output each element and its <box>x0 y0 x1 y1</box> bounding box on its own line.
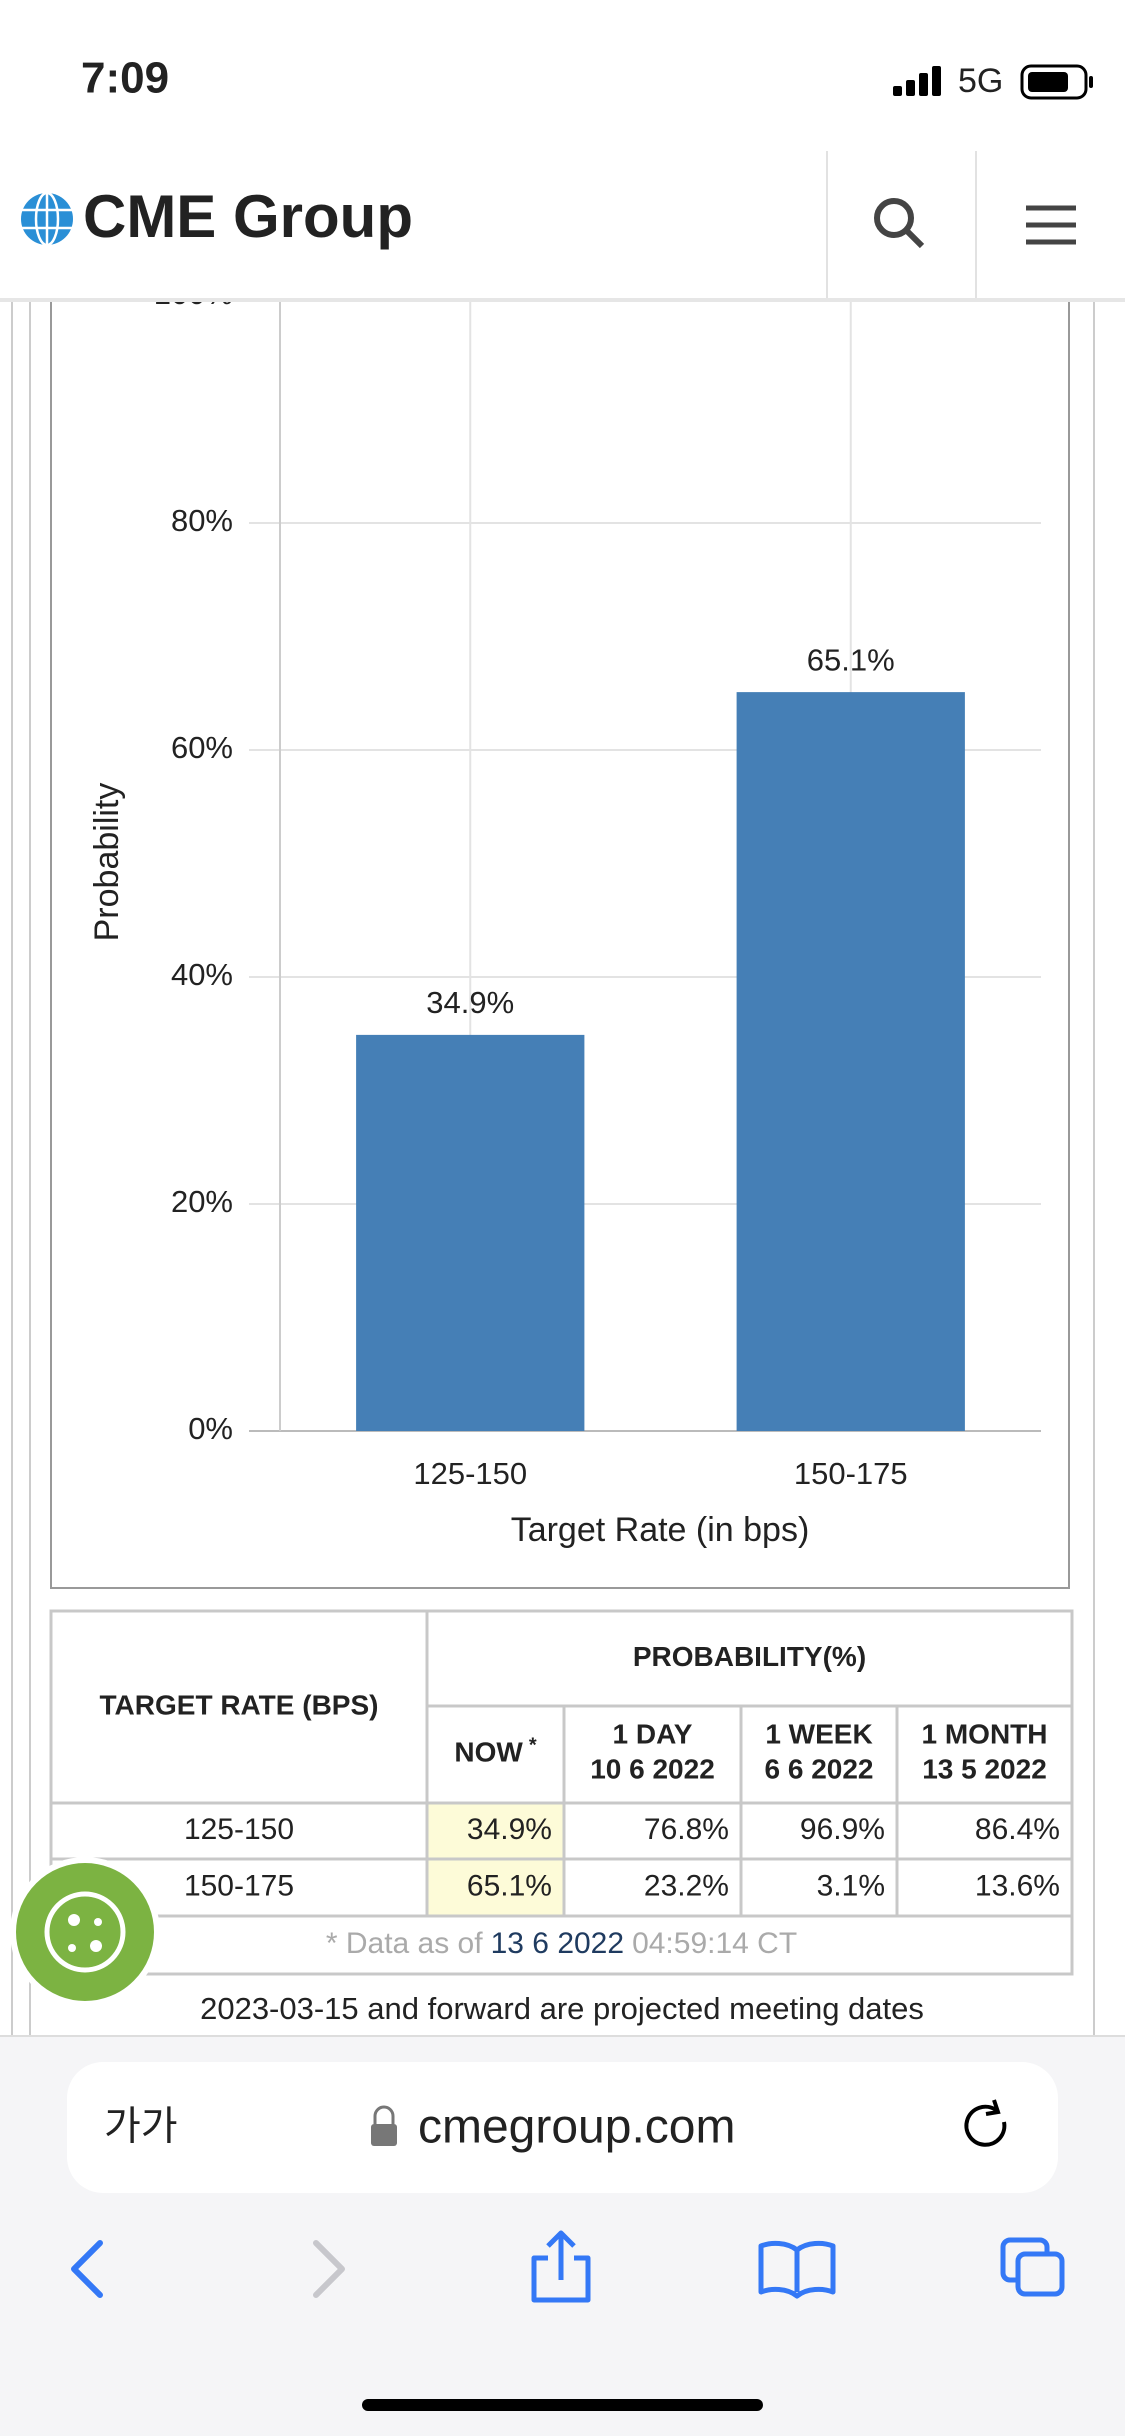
footnote-prefix: * Data as of <box>326 1927 483 1960</box>
table-value: 150-175 <box>184 1869 294 1902</box>
table-cell <box>49 1609 429 1805</box>
y-tick-label: 0% <box>188 1411 233 1446</box>
table-value: 125-150 <box>184 1813 294 1846</box>
x-tick-label: 150-175 <box>794 1456 908 1491</box>
back-button[interactable] <box>71 2240 103 2298</box>
table-cell <box>562 1704 743 1805</box>
table-cell <box>425 1857 566 1918</box>
table-value: 96.9% <box>800 1813 885 1846</box>
bar <box>356 1034 585 1431</box>
table-value: 65.1% <box>467 1869 552 1902</box>
table-cell <box>895 1857 1074 1918</box>
value-label: 65.1% <box>807 642 895 677</box>
table-cell <box>425 1609 1074 1708</box>
table-header: PROBABILITY(%) <box>633 1641 866 1672</box>
lock-icon <box>371 2105 397 2146</box>
table-value: 76.8% <box>644 1813 729 1846</box>
table-cell <box>49 1801 429 1861</box>
menu-button[interactable] <box>1026 205 1076 245</box>
share-button[interactable] <box>531 2230 591 2303</box>
table-value: 34.9% <box>467 1813 552 1846</box>
bookmarks-button[interactable] <box>758 2240 836 2299</box>
table-value: 3.1% <box>817 1869 885 1902</box>
y-tick-label: 80% <box>171 503 233 538</box>
column-date: 10 6 2022 <box>590 1753 715 1784</box>
text-size-button[interactable]: 가가 <box>104 2105 178 2149</box>
table-cell <box>739 1857 899 1918</box>
url[interactable]: cmegroup.com <box>418 2101 735 2154</box>
y-tick-label: 60% <box>171 730 233 765</box>
x-tick-label: 125-150 <box>413 1456 527 1491</box>
table-value: 86.4% <box>975 1813 1060 1846</box>
chart: 0%20%40%60%80%100%34.9%125-15065.1%150-1… <box>88 276 1041 1549</box>
column-label: 1 MONTH <box>922 1718 1048 1749</box>
signal-icon <box>893 66 941 96</box>
column-date: 6 6 2022 <box>765 1753 874 1784</box>
footnote-date: 13 6 2022 <box>491 1927 624 1960</box>
tabs-button[interactable] <box>1000 2237 1065 2297</box>
note: 2023-03-15 and forward are projected mee… <box>200 1991 924 2026</box>
table-cell <box>562 1801 743 1861</box>
bar <box>736 692 965 1431</box>
table-cell <box>895 1704 1074 1805</box>
reload-button[interactable] <box>964 2099 1007 2147</box>
table-cell <box>739 1704 899 1805</box>
cookie-button[interactable] <box>10 1857 160 2007</box>
brand: CME Group <box>83 183 413 250</box>
home-indicator <box>362 2399 763 2411</box>
footnote: * Data as of 13 6 2022 04:59:14 CT <box>326 1927 797 1960</box>
network: 5G <box>958 62 1003 100</box>
top-bar: 7:09 5G CME Group <box>0 0 1125 302</box>
y-tick-label: 40% <box>171 957 233 992</box>
table-header: NOW * <box>454 1735 536 1768</box>
table-cell <box>425 1704 566 1805</box>
value-label: 34.9% <box>426 985 514 1020</box>
now-label: NOW <box>454 1737 523 1768</box>
table-value: 23.2% <box>644 1869 729 1902</box>
search-button[interactable] <box>874 198 925 249</box>
column-date: 13 5 2022 <box>922 1753 1047 1784</box>
table-value: 13.6% <box>975 1869 1060 1902</box>
column-label: 1 WEEK <box>765 1718 872 1749</box>
column-label: 1 DAY <box>613 1718 693 1749</box>
address-bar[interactable] <box>67 2062 1058 2193</box>
battery-icon <box>1020 64 1093 100</box>
table: TARGET RATE (BPS) PROBABILITY(%) NOW * 1 DAY… <box>49 1609 1074 1976</box>
browser-bar: 가가 cmegroup.com <box>0 2035 1125 2436</box>
table-header: TARGET RATE (BPS) <box>100 1689 379 1720</box>
brand-logo <box>21 191 73 247</box>
y-tick-label: 20% <box>171 1184 233 1219</box>
table-cell <box>425 1801 566 1861</box>
footnote-time: 04:59:14 CT <box>632 1927 797 1960</box>
status-time: 7:09 <box>81 54 169 103</box>
y-axis-label: Probability <box>88 783 126 942</box>
now-mark: * <box>529 1735 537 1757</box>
forward-button[interactable] <box>313 2240 345 2298</box>
x-axis-label: Target Rate (in bps) <box>511 1511 810 1549</box>
